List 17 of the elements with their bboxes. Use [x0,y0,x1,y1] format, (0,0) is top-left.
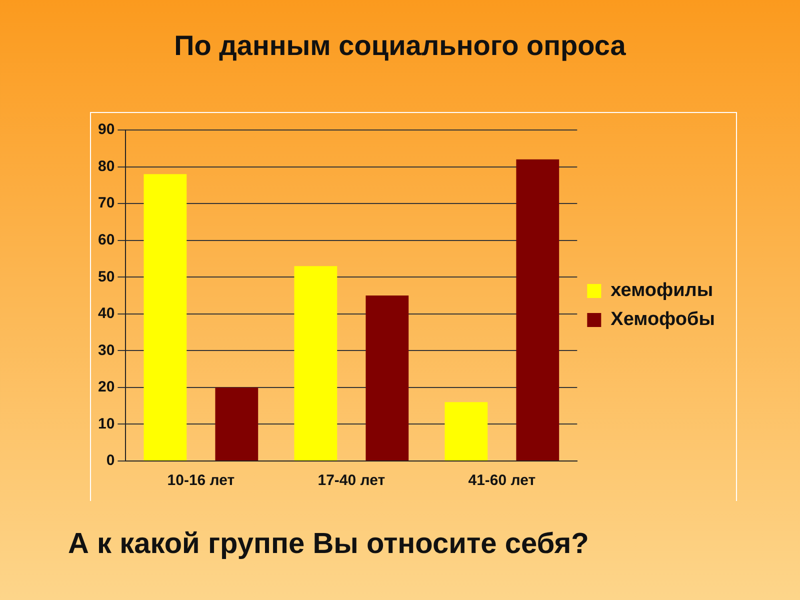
y-tick-label: 90 [98,121,115,138]
x-tick-label: 41-60 лет [468,472,536,490]
x-tick-label: 10-16 лет [167,472,235,490]
y-tick-label: 80 [98,158,115,175]
y-tick-label: 20 [98,378,115,396]
y-tick-label: 60 [98,231,115,248]
legend-label: Хемофобы [610,309,715,330]
legend-label: хемофилы [610,280,714,302]
y-tick-label: 40 [98,305,115,322]
chart-title: По данным социального опроса [173,30,627,62]
y-tick-label: 50 [98,268,115,286]
y-tick-label: 70 [98,194,115,212]
text: А к какой группе Вы относите себя? [68,528,589,561]
y-tick-label: 0 [106,452,115,470]
x-tick-label: 17-40 лет [318,472,386,490]
y-tick-label: 30 [98,342,115,359]
y-tick-label: 10 [98,415,115,432]
